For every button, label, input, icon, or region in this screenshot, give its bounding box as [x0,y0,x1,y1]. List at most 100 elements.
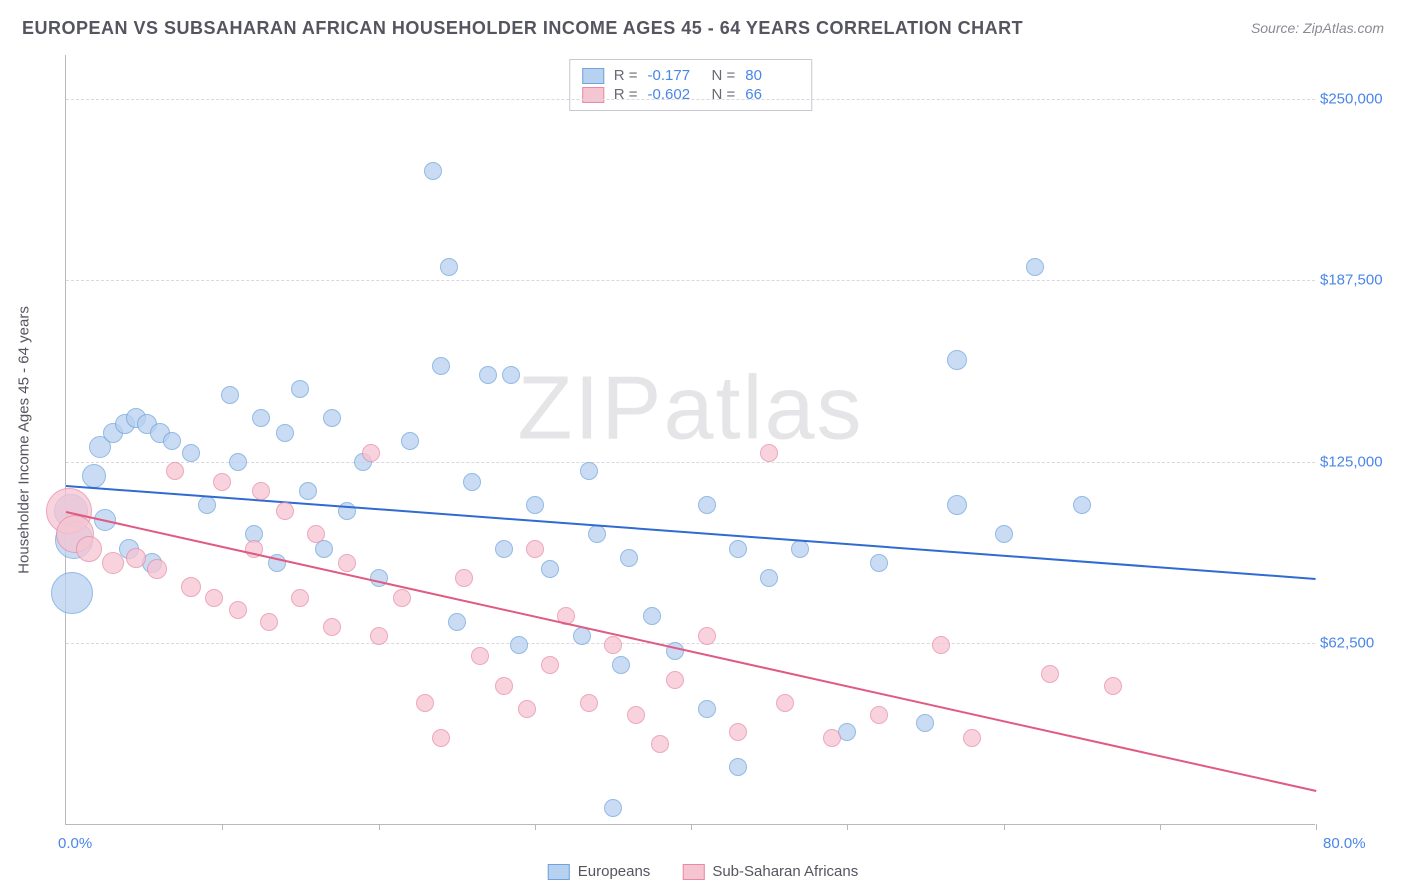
x-axis-max-label: 80.0% [1323,835,1403,852]
n-label: N = [712,86,736,103]
legend-label-europeans: Europeans [578,863,651,880]
gridline [66,462,1315,463]
data-point [729,540,747,558]
data-point [651,735,669,753]
legend-label-subsaharan: Sub-Saharan Africans [712,863,858,880]
swatch-subsaharan [682,864,704,880]
data-point [260,613,278,631]
data-point [276,502,294,520]
source-prefix: Source: [1251,20,1303,36]
data-point [870,554,888,572]
data-point [995,525,1013,543]
data-point [51,572,93,614]
data-point [580,462,598,480]
data-point [580,694,598,712]
data-point [76,536,102,562]
data-point [455,569,473,587]
data-point [416,694,434,712]
data-point [432,729,450,747]
data-point [463,473,481,491]
data-point [823,729,841,747]
data-point [502,366,520,384]
series-legend: Europeans Sub-Saharan Africans [548,863,858,880]
data-point [666,671,684,689]
data-point [229,453,247,471]
data-point [541,560,559,578]
data-point [963,729,981,747]
data-point [495,540,513,558]
data-point [612,656,630,674]
data-point [870,706,888,724]
data-point [643,607,661,625]
data-point [291,380,309,398]
x-tick [1004,824,1005,830]
data-point [424,162,442,180]
data-point [163,432,181,450]
data-point [518,700,536,718]
data-point [627,706,645,724]
x-tick [1160,824,1161,830]
data-point [947,495,967,515]
data-point [541,656,559,674]
data-point [471,647,489,665]
data-point [252,482,270,500]
swatch-europeans [548,864,570,880]
data-point [252,409,270,427]
n-value-subsaharan: 66 [745,86,799,103]
data-point [666,642,684,660]
r-label: R = [614,67,638,84]
r-label: R = [614,86,638,103]
data-point [432,357,450,375]
data-point [166,462,184,480]
data-point [213,473,231,491]
data-point [947,350,967,370]
n-value-europeans: 80 [745,67,799,84]
data-point [573,627,591,645]
data-point [838,723,856,741]
data-point [102,552,124,574]
legend-item-europeans: Europeans [548,863,651,880]
data-point [1041,665,1059,683]
y-tick-label: $250,000 [1320,90,1400,107]
gridline [66,99,1315,100]
data-point [510,636,528,654]
stats-legend: R = -0.177 N = 80 R = -0.602 N = 66 [569,59,813,111]
data-point [370,627,388,645]
data-point [760,569,778,587]
trend-line [66,511,1316,792]
data-point [620,549,638,567]
y-tick-label: $62,500 [1320,635,1400,652]
data-point [362,444,380,462]
data-point [440,258,458,276]
data-point [198,496,216,514]
gridline [66,643,1315,644]
data-point [291,589,309,607]
data-point [448,613,466,631]
chart-title: EUROPEAN VS SUBSAHARAN AFRICAN HOUSEHOLD… [22,18,1023,39]
y-tick-label: $187,500 [1320,272,1400,289]
x-tick [222,824,223,830]
data-point [307,525,325,543]
x-tick [847,824,848,830]
swatch-subsaharan [582,87,604,103]
data-point [182,444,200,462]
data-point [221,386,239,404]
data-point [393,589,411,607]
data-point [229,601,247,619]
data-point [126,548,146,568]
data-point [1104,677,1122,695]
data-point [401,432,419,450]
stats-row-subsaharan: R = -0.602 N = 66 [582,85,800,104]
data-point [776,694,794,712]
data-point [791,540,809,558]
n-label: N = [712,67,736,84]
data-point [1073,496,1091,514]
watermark: ZIPatlas [517,357,863,460]
x-tick [379,824,380,830]
data-point [604,799,622,817]
y-axis-label: Householder Income Ages 45 - 64 years [16,306,33,574]
data-point [698,700,716,718]
data-point [82,464,106,488]
stats-row-europeans: R = -0.177 N = 80 [582,66,800,85]
data-point [729,758,747,776]
